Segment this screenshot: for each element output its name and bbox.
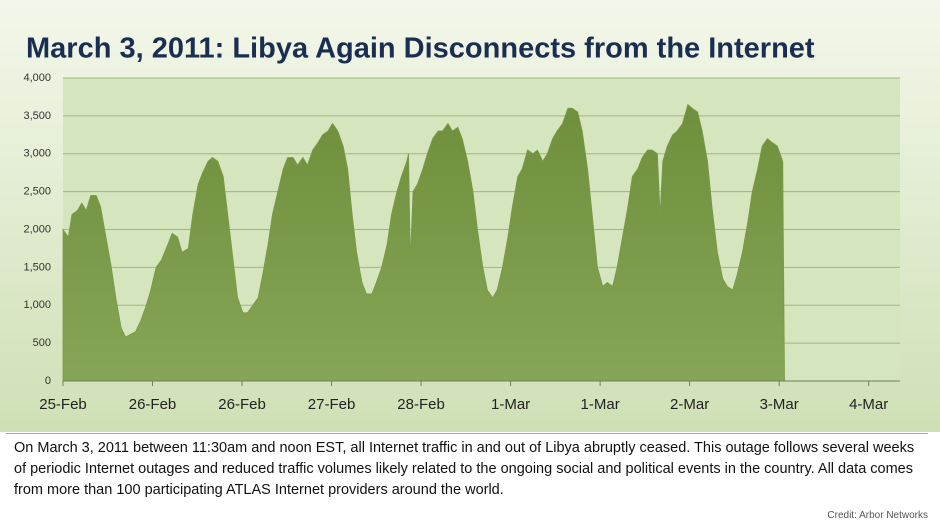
- y-tick-label: 3,000: [23, 148, 51, 160]
- area: [62, 103, 785, 382]
- credit: Credit: Arbor Networks: [827, 510, 928, 521]
- y-tick-label: 2,000: [23, 223, 51, 235]
- x-tick-label: 28-Feb: [397, 396, 445, 413]
- y-tick-label: 1,500: [23, 261, 51, 273]
- x-tick-label: 2-Mar: [670, 396, 709, 413]
- y-tick-label: 4,000: [23, 72, 51, 84]
- y-tick-label: 1,000: [23, 299, 51, 311]
- x-tick-label: 26-Feb: [218, 396, 266, 413]
- y-tick-label: 2,500: [23, 186, 51, 198]
- x-tick-label: 3-Mar: [760, 396, 799, 413]
- x-tick-label: 25-Feb: [39, 396, 87, 413]
- y-tick-label: 0: [45, 375, 51, 387]
- x-tick-label: 27-Feb: [308, 396, 356, 413]
- chart-title: March 3, 2011: Libya Again Disconnects f…: [26, 33, 815, 65]
- y-tick-label: 3,500: [23, 110, 51, 122]
- x-tick-label: 26-Feb: [129, 396, 177, 413]
- x-tick-label: 4-Mar: [849, 396, 888, 413]
- chart: March 3, 2011: Libya Again Disconnects f…: [0, 0, 940, 432]
- y-tick-label: 500: [33, 337, 51, 349]
- x-tick-label: 1-Mar: [581, 396, 620, 413]
- x-tick-label: 1-Mar: [491, 396, 530, 413]
- caption: On March 3, 2011 between 11:30am and noo…: [6, 433, 928, 511]
